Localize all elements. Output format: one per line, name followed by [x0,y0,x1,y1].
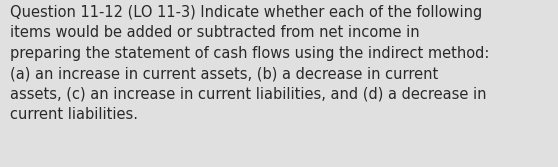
Text: Question 11-12 (LO 11-3) Indicate whether each of the following
items would be a: Question 11-12 (LO 11-3) Indicate whethe… [10,5,489,122]
